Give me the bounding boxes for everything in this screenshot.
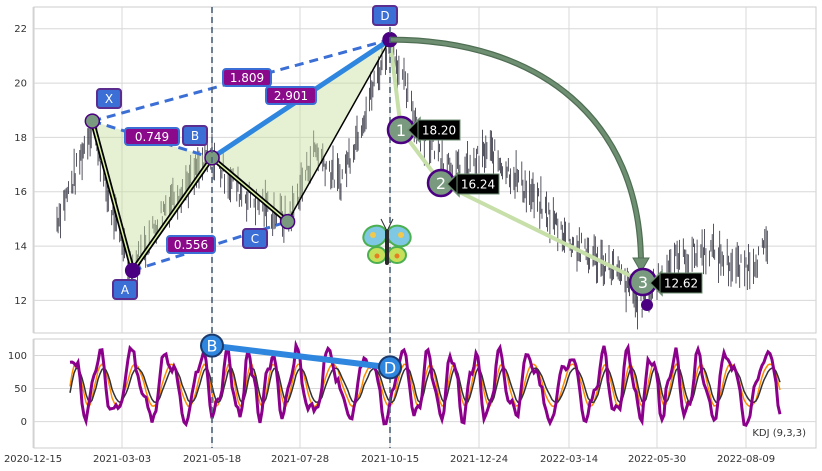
ratio-label: 2.901 [274, 89, 308, 103]
ratio-label: 0.749 [135, 130, 169, 144]
kdj-y-tick-label: 50 [14, 384, 27, 395]
pattern-leg-inner [91, 120, 134, 271]
pattern-leg-inner [211, 157, 289, 223]
kdj-marker-label-b: B [207, 337, 218, 356]
target-value: 16.24 [461, 178, 495, 192]
kdj-label: KDJ (9,3,3) [752, 428, 806, 439]
y-tick-label: 16 [14, 187, 27, 198]
d-to-target-arrow-outline [389, 36, 644, 263]
point-label-box [372, 5, 398, 26]
point-label-c: C [251, 232, 259, 246]
point-label-box [112, 279, 138, 300]
kdj-marker [378, 355, 402, 380]
target-projection-line [388, 39, 644, 284]
x-tick-label: 2021-05-18 [183, 454, 241, 465]
kdj-panel-frame [33, 338, 817, 449]
x-tick-label: 2021-12-24 [450, 454, 508, 465]
x-tick-label: 2022-05-30 [628, 454, 686, 465]
ratio-box [222, 68, 272, 87]
kdj-bd-line [211, 342, 391, 371]
d-to-target-arrow [389, 37, 643, 263]
point-label-a: A [121, 283, 130, 297]
kdj-j-line [69, 366, 781, 404]
pattern-leg-inner [132, 157, 213, 271]
price-panel-frame [33, 6, 817, 334]
target-number: 3 [638, 273, 648, 292]
x-tick-label: 2021-03-03 [93, 454, 151, 465]
target-value-box [659, 272, 703, 294]
target-value: 18.20 [422, 124, 456, 138]
pivot-point-c [279, 213, 296, 230]
y-tick-label: 18 [14, 133, 27, 144]
point-label-box [182, 125, 208, 146]
kdj-y-tick-label: 100 [8, 351, 27, 362]
xab-triangle-fill [92, 121, 212, 271]
kdj-d-line [69, 362, 781, 408]
x-tick-label: 2022-03-14 [540, 454, 598, 465]
point-label-b: B [191, 129, 199, 143]
target-number: 2 [436, 174, 446, 193]
pivot-point-x [84, 113, 101, 129]
axes: 2020-12-15 2021-03-03 2021-05-18 2021-07-28… [4, 24, 775, 465]
point-label-box [242, 228, 268, 249]
pattern-leg-outer [286, 39, 391, 222]
target-value-box [417, 119, 461, 141]
butterfly-icon [362, 218, 412, 265]
x-tick-label: 2021-07-28 [271, 454, 329, 465]
arrow-head-icon [632, 257, 650, 274]
annotations: X A B C D 0.749 1.809 2.901 0.556 1 18.20 2 16.24 3 12… [96, 5, 806, 439]
kdj-k-line [69, 339, 782, 428]
y-tick-label: 22 [14, 24, 27, 35]
pivot-point-a [124, 262, 141, 279]
ratio-box [124, 127, 180, 146]
x-tick-label: 2021-10-15 [361, 454, 419, 465]
xabcd-pattern [84, 31, 653, 311]
kdj-y-tick-label: 0 [21, 417, 27, 428]
point-label-box [96, 88, 122, 109]
ratio-label: 0.556 [174, 238, 208, 252]
kdj-marker [200, 333, 224, 358]
bcd-triangle-fill [212, 39, 390, 222]
y-tick-label: 14 [14, 242, 27, 253]
ratio-box [166, 235, 216, 254]
target-value: 12.62 [664, 277, 698, 291]
ratio-label: 1.809 [230, 71, 264, 85]
kdj-indicator [69, 339, 782, 428]
y-tick-label: 12 [14, 296, 27, 307]
point-label-d: D [380, 9, 389, 23]
x-tick-label: 2022-08-09 [717, 454, 775, 465]
point-label-x: X [105, 92, 113, 106]
low-pivot-dot [641, 299, 653, 311]
y-tick-label: 20 [14, 79, 27, 90]
target-value-box [456, 173, 500, 195]
x-tick-label: 2020-12-15 [4, 454, 62, 465]
target-number: 1 [396, 121, 406, 140]
ratio-box [265, 86, 317, 105]
kdj-marker-label-d: D [384, 358, 396, 377]
